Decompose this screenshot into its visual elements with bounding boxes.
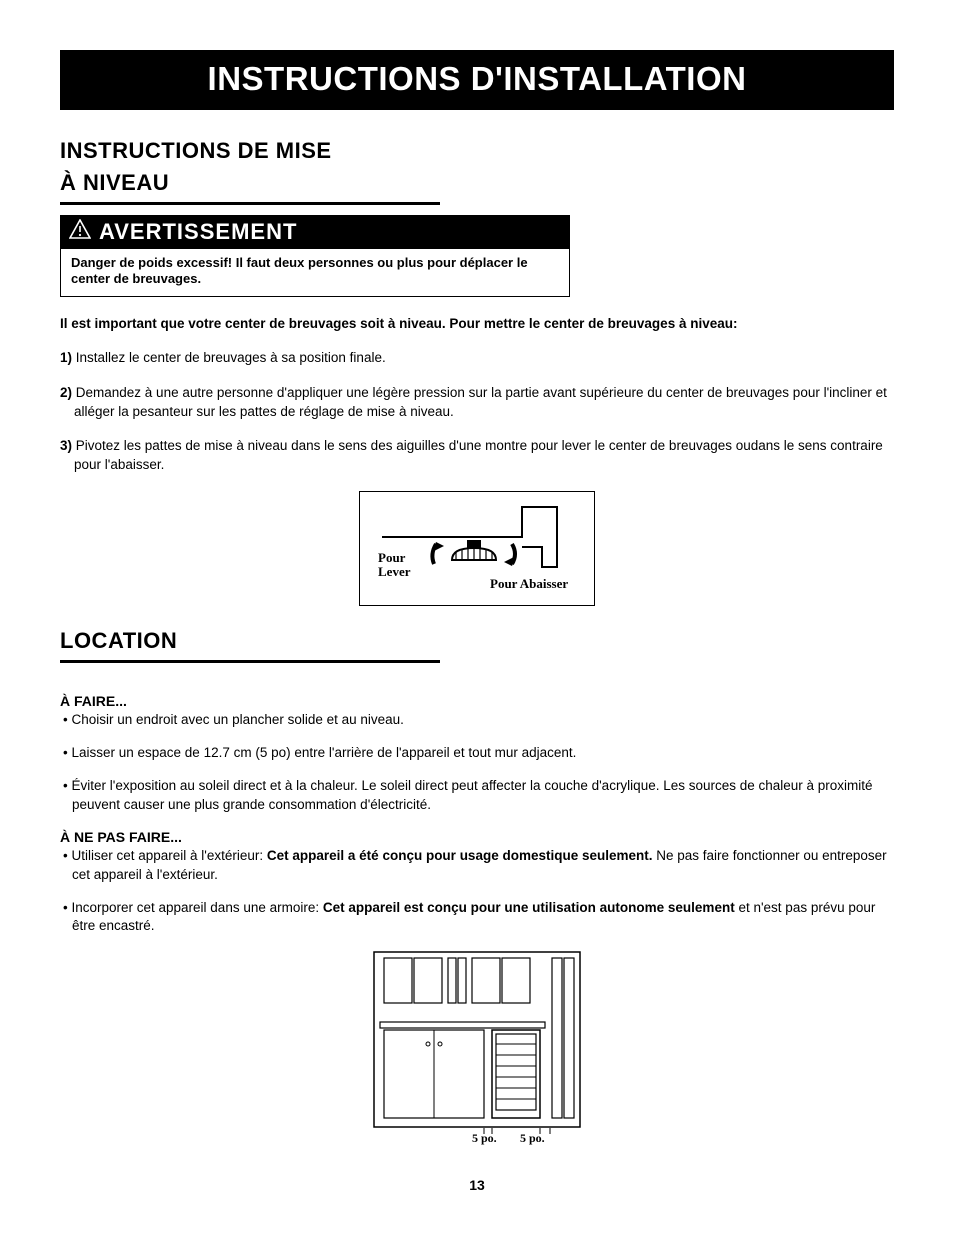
step-3-num: 3) bbox=[60, 438, 72, 453]
section-heading-line1: INSTRUCTIONS DE MISE bbox=[60, 138, 894, 164]
do-item-2: • Laisser un espace de 12.7 cm (5 po) en… bbox=[60, 744, 894, 763]
step-2-text: Demandez à une autre personne d'applique… bbox=[72, 385, 887, 419]
dont2-pre: • Incorporer cet appareil dans une armoi… bbox=[63, 900, 323, 915]
warning-triangle-icon bbox=[69, 219, 91, 245]
step-1: 1) Installez le center de breuvages à sa… bbox=[60, 349, 894, 368]
dont-heading: À NE PAS FAIRE... bbox=[60, 829, 894, 845]
diagram-right-label: Pour Abaisser bbox=[490, 576, 568, 591]
warning-label: AVERTISSEMENT bbox=[99, 219, 297, 245]
step-3: 3) Pivotez les pattes de mise à niveau d… bbox=[60, 437, 894, 475]
location-heading: LOCATION bbox=[60, 628, 894, 654]
step-1-text: Installez le center de breuvages à sa po… bbox=[72, 350, 386, 365]
page-number: 13 bbox=[60, 1177, 894, 1193]
location-underline bbox=[60, 660, 440, 663]
diagram-left-label2: Lever bbox=[378, 564, 411, 579]
leveling-diagram-wrap: Pour Lever Pour Abaisser bbox=[60, 491, 894, 606]
section-heading-line2: À NIVEAU bbox=[60, 170, 894, 196]
spacing-label-2: 5 po. bbox=[520, 1131, 545, 1145]
diagram-left-label1: Pour bbox=[378, 550, 406, 565]
step-2: 2) Demandez à une autre personne d'appli… bbox=[60, 384, 894, 422]
do-item-3: • Éviter l'exposition au soleil direct e… bbox=[60, 777, 894, 815]
warning-header: AVERTISSEMENT bbox=[61, 216, 569, 249]
dont-item-2: • Incorporer cet appareil dans une armoi… bbox=[60, 899, 894, 937]
dont1-bold: Cet appareil a été conçu pour usage dome… bbox=[267, 848, 653, 863]
step-1-num: 1) bbox=[60, 350, 72, 365]
location-diagram-wrap: 5 po. 5 po. bbox=[60, 950, 894, 1155]
step-2-num: 2) bbox=[60, 385, 72, 400]
dont1-pre: • Utiliser cet appareil à l'extérieur: bbox=[63, 848, 267, 863]
warning-box: AVERTISSEMENT Danger de poids excessif! … bbox=[60, 215, 570, 297]
main-title: INSTRUCTIONS D'INSTALLATION bbox=[208, 60, 747, 97]
dont-item-1: • Utiliser cet appareil à l'extérieur: C… bbox=[60, 847, 894, 885]
leveling-diagram: Pour Lever Pour Abaisser bbox=[359, 491, 595, 606]
do-heading: À FAIRE... bbox=[60, 693, 894, 709]
heading-underline bbox=[60, 202, 440, 205]
intro-text: Il est important que votre center de bre… bbox=[60, 315, 894, 333]
dont2-bold: Cet appareil est conçu pour une utilisat… bbox=[323, 900, 735, 915]
do-item-1: • Choisir un endroit avec un plancher so… bbox=[60, 711, 894, 730]
section-leveling: INSTRUCTIONS DE MISE À NIVEAU AVERTISSEM… bbox=[60, 138, 894, 606]
section-location: LOCATION À FAIRE... • Choisir un endroit… bbox=[60, 628, 894, 1155]
step-3-text: Pivotez les pattes de mise à niveau dans… bbox=[72, 438, 883, 472]
warning-body: Danger de poids excessif! Il faut deux p… bbox=[61, 249, 569, 296]
location-diagram: 5 po. 5 po. bbox=[372, 950, 582, 1150]
main-title-bar: INSTRUCTIONS D'INSTALLATION bbox=[60, 50, 894, 110]
